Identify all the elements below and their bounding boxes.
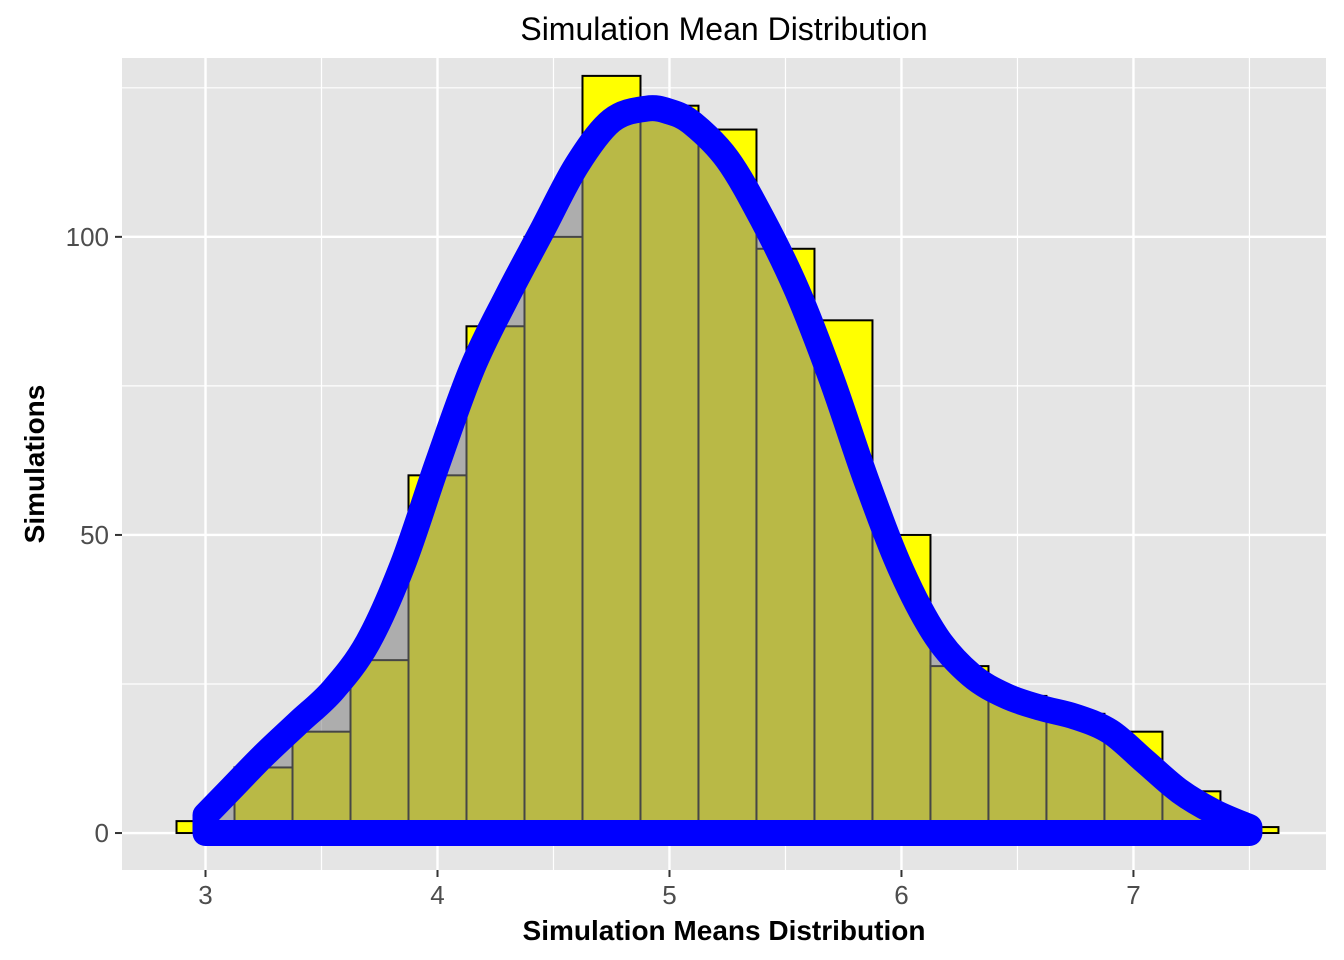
y-tick-label: 50 <box>80 520 109 550</box>
chart-title: Simulation Mean Distribution <box>520 11 927 47</box>
x-tick-label: 7 <box>1126 880 1140 910</box>
density-area <box>205 108 1250 834</box>
x-tick-label: 4 <box>430 880 444 910</box>
y-axis: 0 50 100 <box>66 222 122 848</box>
y-tick-label: 100 <box>66 222 109 252</box>
x-axis-title: Simulation Means Distribution <box>523 915 926 946</box>
density-line <box>192 95 1263 847</box>
x-tick-label: 3 <box>198 880 212 910</box>
x-tick-label: 5 <box>662 880 676 910</box>
x-axis: 3 4 5 6 7 <box>198 870 1141 910</box>
x-tick-label: 6 <box>894 880 908 910</box>
y-axis-title: Simulations <box>19 385 50 544</box>
y-tick-label: 0 <box>95 818 109 848</box>
density-layer <box>192 95 1263 847</box>
